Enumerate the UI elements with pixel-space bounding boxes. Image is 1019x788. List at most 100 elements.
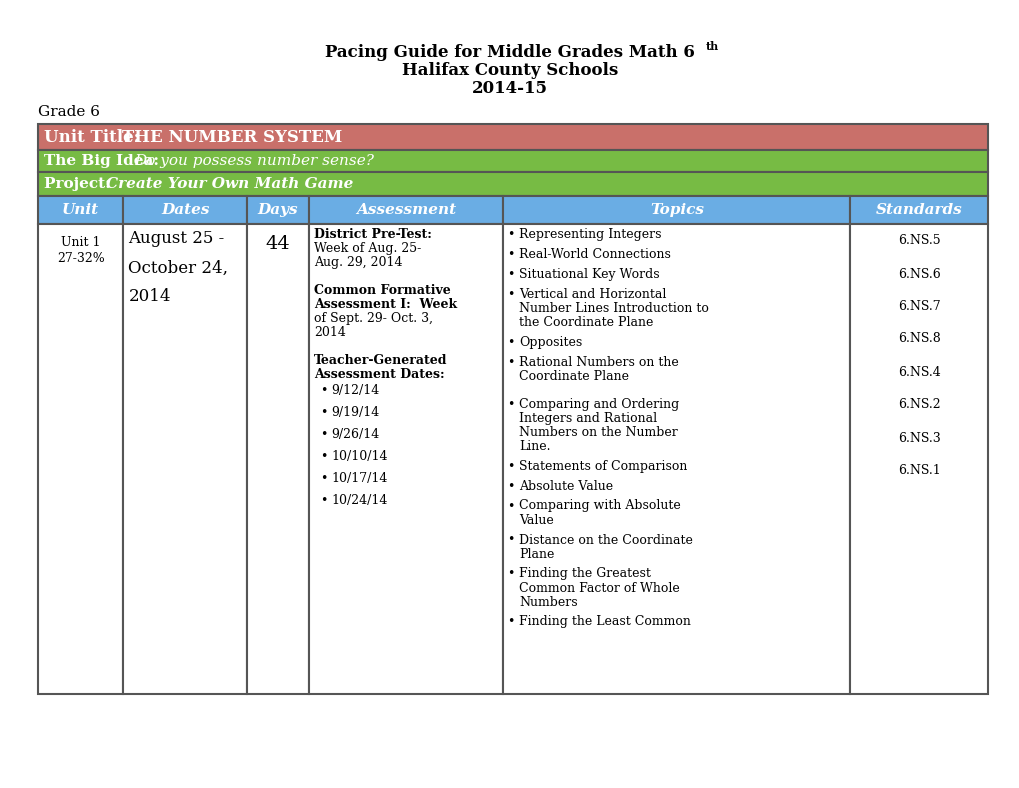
Text: Numbers on the Number: Numbers on the Number [519, 426, 678, 438]
Bar [850, 196, 987, 224]
Text: Teacher-Generated: Teacher-Generated [314, 354, 446, 366]
Text: Numbers: Numbers [519, 596, 578, 608]
Text: 6.NS.7: 6.NS.7 [897, 299, 940, 313]
Text: 6.NS.4: 6.NS.4 [897, 366, 940, 378]
Text: Halifax County Schools: Halifax County Schools [401, 61, 618, 79]
Text: •: • [507, 480, 515, 492]
Text: Absolute Value: Absolute Value [519, 480, 613, 492]
Text: •: • [507, 247, 515, 261]
Text: Finding the Greatest: Finding the Greatest [519, 567, 651, 581]
Text: Plane: Plane [519, 548, 554, 560]
Text: Unit Title:: Unit Title: [44, 128, 151, 146]
Text: District Pre-Test:: District Pre-Test: [314, 228, 431, 240]
Text: 44: 44 [265, 235, 290, 253]
Text: Line.: Line. [519, 440, 550, 452]
Text: •: • [319, 471, 327, 485]
Text: 9/26/14: 9/26/14 [331, 428, 380, 440]
Bar [247, 224, 309, 694]
Text: 2014-15: 2014-15 [472, 80, 547, 96]
Text: •: • [319, 406, 327, 418]
Text: Days: Days [258, 203, 298, 217]
Text: Dates: Dates [161, 203, 209, 217]
Text: •: • [507, 397, 515, 411]
Text: Finding the Least Common: Finding the Least Common [519, 615, 691, 629]
Text: 2014: 2014 [314, 325, 345, 339]
Text: Value: Value [519, 514, 553, 526]
Bar [38, 172, 987, 196]
Text: 10/24/14: 10/24/14 [331, 493, 388, 507]
Text: •: • [507, 336, 515, 348]
Bar [309, 224, 503, 694]
Text: Comparing with Absolute: Comparing with Absolute [519, 500, 681, 512]
Text: Real-World Connections: Real-World Connections [519, 247, 671, 261]
Text: •: • [507, 267, 515, 281]
Bar [38, 150, 987, 172]
Text: Do you possess number sense?: Do you possess number sense? [133, 154, 374, 168]
Text: Coordinate Plane: Coordinate Plane [519, 370, 629, 382]
Text: Situational Key Words: Situational Key Words [519, 267, 659, 281]
Text: •: • [507, 459, 515, 473]
Text: Distance on the Coordinate: Distance on the Coordinate [519, 533, 693, 547]
Text: October 24,: October 24, [128, 259, 228, 277]
Text: the Coordinate Plane: the Coordinate Plane [519, 315, 653, 329]
Text: Assessment: Assessment [356, 203, 455, 217]
Text: Comparing and Ordering: Comparing and Ordering [519, 397, 679, 411]
Bar [850, 224, 987, 694]
Text: 6.NS.5: 6.NS.5 [897, 233, 940, 247]
Text: 6.NS.3: 6.NS.3 [897, 432, 940, 444]
Text: The Big Idea:: The Big Idea: [44, 154, 169, 168]
Text: th: th [705, 40, 718, 51]
Text: Integers and Rational: Integers and Rational [519, 411, 657, 425]
Text: •: • [319, 449, 327, 463]
Text: •: • [507, 355, 515, 369]
Text: •: • [507, 228, 515, 240]
Text: Common Formative: Common Formative [314, 284, 450, 296]
Text: 10/10/14: 10/10/14 [331, 449, 388, 463]
Text: 2014: 2014 [128, 288, 171, 304]
Text: Number Lines Introduction to: Number Lines Introduction to [519, 302, 708, 314]
Text: Pacing Guide for Middle Grades Math 6: Pacing Guide for Middle Grades Math 6 [325, 43, 694, 61]
Bar [123, 196, 247, 224]
Bar [38, 224, 123, 694]
Text: Statements of Comparison: Statements of Comparison [519, 459, 687, 473]
Text: Topics: Topics [649, 203, 703, 217]
Text: Assessment I:  Week: Assessment I: Week [314, 298, 457, 310]
Bar [503, 224, 850, 694]
Text: Grade 6: Grade 6 [38, 105, 100, 119]
Text: 10/17/14: 10/17/14 [331, 471, 388, 485]
Text: Create Your Own Math Game: Create Your Own Math Game [106, 177, 353, 191]
Text: •: • [507, 533, 515, 547]
Text: THE NUMBER SYSTEM: THE NUMBER SYSTEM [122, 128, 342, 146]
Text: 6.NS.6: 6.NS.6 [897, 267, 940, 281]
Text: •: • [507, 288, 515, 300]
Text: •: • [507, 567, 515, 581]
Text: 6.NS.1: 6.NS.1 [897, 463, 940, 477]
Text: Common Factor of Whole: Common Factor of Whole [519, 582, 680, 594]
Text: of Sept. 29- Oct. 3,: of Sept. 29- Oct. 3, [314, 311, 432, 325]
Text: Rational Numbers on the: Rational Numbers on the [519, 355, 679, 369]
Text: August 25 -: August 25 - [128, 229, 224, 247]
Text: 6.NS.2: 6.NS.2 [897, 397, 940, 411]
Text: •: • [319, 428, 327, 440]
Bar [503, 196, 850, 224]
Text: Aug. 29, 2014: Aug. 29, 2014 [314, 255, 401, 269]
Text: •: • [319, 493, 327, 507]
Text: 27-32%: 27-32% [57, 251, 105, 265]
Bar [38, 124, 987, 150]
Bar [309, 196, 503, 224]
Bar [123, 224, 247, 694]
Text: Standards: Standards [875, 203, 962, 217]
Text: Unit: Unit [62, 203, 99, 217]
Text: •: • [507, 500, 515, 512]
Text: •: • [507, 615, 515, 629]
Text: Unit 1: Unit 1 [61, 236, 101, 248]
Text: Project:: Project: [44, 177, 121, 191]
Bar [247, 196, 309, 224]
Text: 9/12/14: 9/12/14 [331, 384, 380, 396]
Text: •: • [319, 384, 327, 396]
Text: Assessment Dates:: Assessment Dates: [314, 367, 444, 381]
Text: Vertical and Horizontal: Vertical and Horizontal [519, 288, 666, 300]
Text: 9/19/14: 9/19/14 [331, 406, 380, 418]
Text: Representing Integers: Representing Integers [519, 228, 661, 240]
Text: Opposites: Opposites [519, 336, 582, 348]
